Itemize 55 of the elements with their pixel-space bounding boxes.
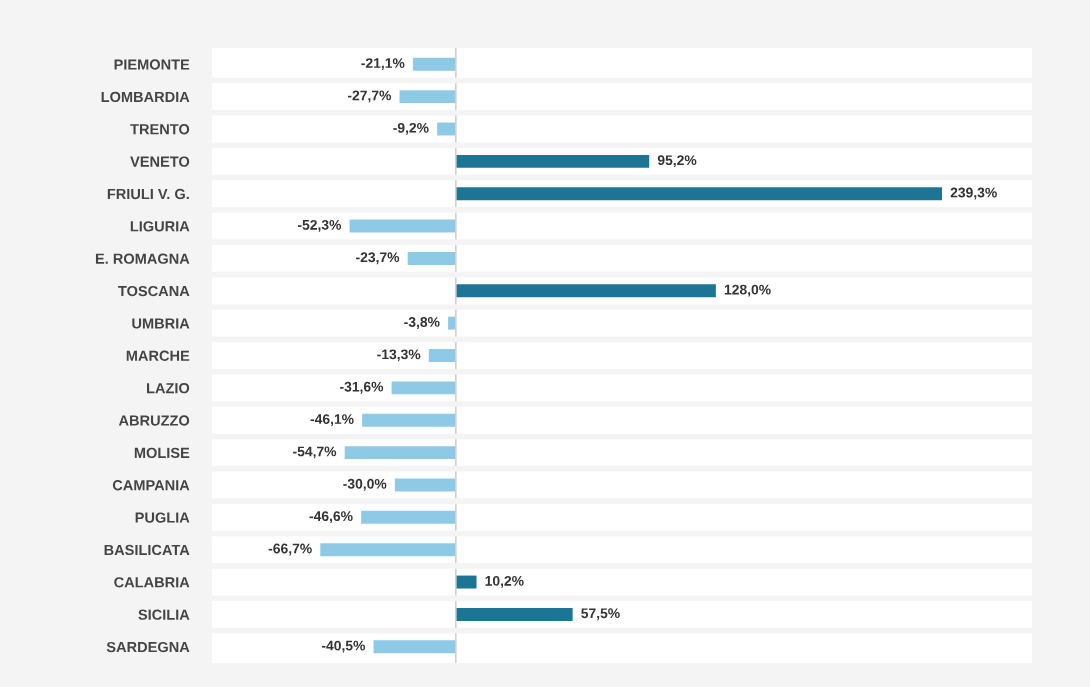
bar	[394, 478, 456, 492]
bar	[412, 57, 456, 71]
bar	[455, 187, 943, 201]
y-tick-label: UMBRIA	[132, 318, 190, 329]
data-label: -21,1%	[361, 58, 405, 71]
data-label: -3,8%	[404, 317, 440, 329]
data-label: -31,6%	[340, 381, 384, 394]
data-label: -9,2%	[393, 122, 429, 135]
y-tick-label: MARCHE	[126, 350, 190, 361]
y-tick-label: TRENTO	[130, 124, 190, 135]
data-label: -23,7%	[356, 252, 400, 265]
bar	[455, 154, 650, 168]
data-label: -27,7%	[347, 90, 392, 103]
bar	[455, 284, 716, 298]
y-tick-label: ABRUZZO	[118, 415, 190, 426]
bar	[349, 219, 456, 233]
data-label: 57,5%	[581, 608, 620, 621]
y-tick-label: CALABRIA	[114, 577, 190, 588]
bar	[320, 543, 456, 557]
bar	[455, 575, 477, 589]
data-label: 128,0%	[724, 284, 771, 297]
y-tick-label: SARDEGNA	[106, 641, 190, 653]
y-tick-label: E. ROMAGNA	[95, 253, 190, 264]
bar	[362, 413, 456, 427]
bar	[407, 251, 456, 265]
y-tick-label: TOSCANA	[118, 285, 190, 297]
bar	[428, 349, 456, 362]
bar	[344, 446, 456, 460]
data-label: -13,3%	[377, 349, 421, 362]
y-tick-label: CAMPANIA	[112, 480, 190, 491]
data-label: 239,3%	[950, 187, 997, 200]
y-tick-label: VENETO	[130, 156, 190, 167]
bar	[373, 640, 456, 654]
bar	[455, 607, 573, 621]
data-label: -46,1%	[310, 414, 354, 426]
data-label: -40,5%	[321, 640, 366, 653]
data-label: 10,2%	[485, 575, 524, 588]
bar	[361, 510, 456, 524]
y-tick-label: BASILICATA	[104, 544, 190, 556]
data-label: 95,2%	[657, 155, 697, 168]
y-tick-label: MOLISE	[134, 447, 190, 459]
data-label: -46,6%	[309, 511, 353, 524]
data-label: -52,3%	[297, 219, 342, 232]
bar	[399, 90, 456, 104]
y-tick-label: PIEMONTE	[114, 59, 190, 70]
y-tick-label: PUGLIA	[135, 512, 190, 523]
y-tick-label: LIGURIA	[130, 221, 190, 232]
y-tick-label: LAZIO	[147, 382, 190, 394]
bar	[391, 381, 456, 395]
y-tick-label: SICILIA	[138, 609, 190, 620]
data-label: -54,7%	[293, 446, 337, 459]
data-label: -66,7%	[268, 543, 312, 556]
y-tick-label: FRIULI V. G.	[107, 188, 189, 200]
data-label: -30,0%	[343, 478, 387, 491]
y-tick-label: LOMBARDIA	[101, 91, 190, 103]
